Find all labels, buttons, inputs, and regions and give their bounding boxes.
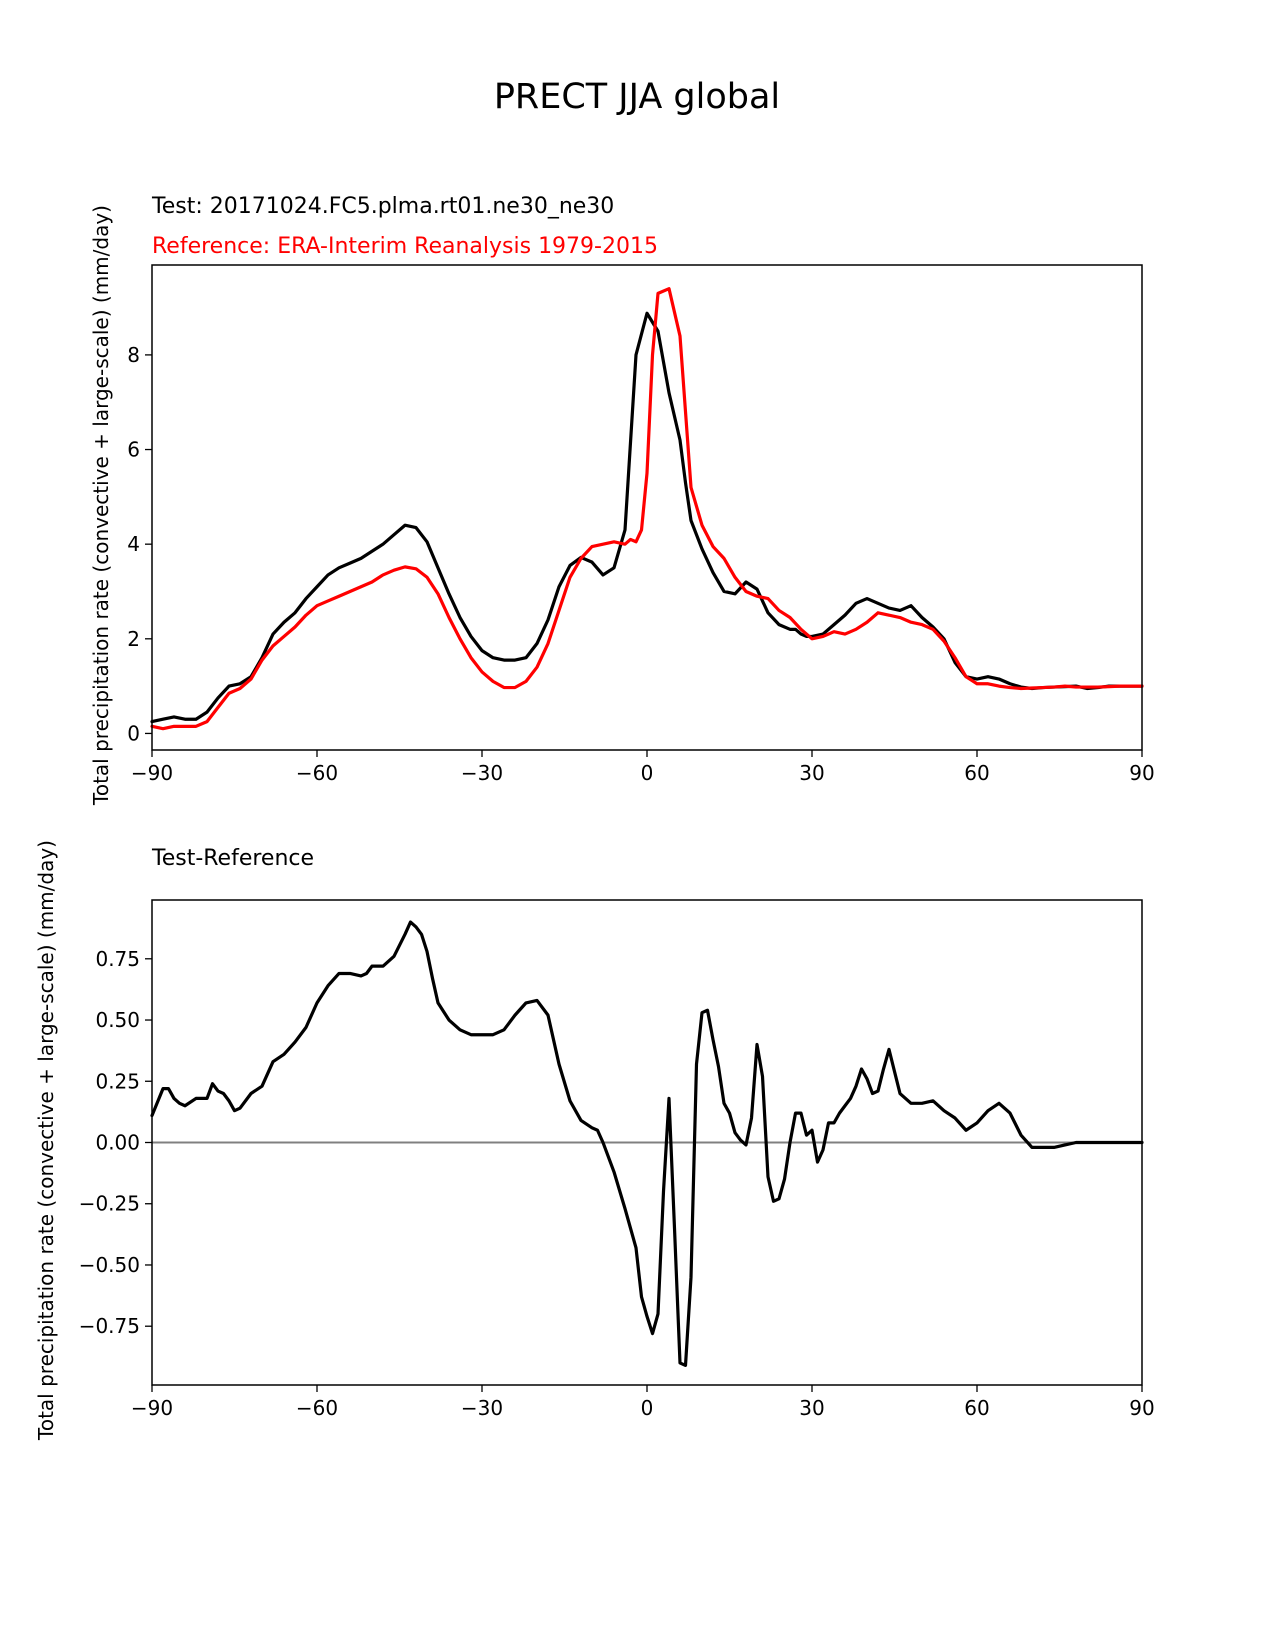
top-series-reference	[150, 287, 1144, 731]
bottom-panel: Test-Reference Total precipitation rate …	[34, 840, 1155, 1441]
top-axis-ticks: −90 −60 −30 0 30 60 90 0 2 4 6 8	[127, 343, 1154, 785]
bottom-data-lines	[150, 920, 1144, 1368]
top-xtick-label: −30	[461, 761, 503, 785]
top-ytick-label: 4	[127, 532, 140, 556]
diff-title: Test-Reference	[151, 846, 314, 871]
bottom-ytick-label: 0.50	[95, 1008, 140, 1032]
top-ytick-label: 6	[127, 438, 140, 462]
top-data-lines	[150, 287, 1144, 731]
top-y-axis-label: Total precipitation rate (convective + l…	[89, 205, 113, 806]
bottom-ytick-label: −0.50	[79, 1253, 140, 1277]
bottom-xtick-label: −90	[131, 1396, 173, 1420]
top-panel: Test: 20171024.FC5.plma.rt01.ne30_ne30 R…	[89, 194, 1155, 806]
bottom-plot-frame	[151, 899, 1143, 1386]
bottom-ytick-label: −0.25	[79, 1192, 140, 1216]
bottom-xtick-label: −30	[461, 1396, 503, 1420]
bottom-xtick-label: 30	[799, 1396, 824, 1420]
bottom-ytick-label: 0.25	[95, 1069, 140, 1093]
top-xtick-label: 60	[964, 761, 989, 785]
top-xtick-label: −90	[131, 761, 173, 785]
top-ytick-label: 8	[127, 343, 140, 367]
bottom-ytick-label: −0.75	[79, 1314, 140, 1338]
bottom-ytick-label: 0.75	[95, 947, 140, 971]
top-xtick-label: 0	[641, 761, 654, 785]
bottom-xtick-label: 60	[964, 1396, 989, 1420]
top-xtick-label: −60	[296, 761, 338, 785]
top-ytick-label: 2	[127, 627, 140, 651]
top-xtick-label: 90	[1129, 761, 1154, 785]
top-series-test	[150, 311, 1144, 724]
bottom-xtick-label: 90	[1129, 1396, 1154, 1420]
bottom-xtick-label: −60	[296, 1396, 338, 1420]
bottom-xtick-label: 0	[641, 1396, 654, 1420]
top-ytick-label: 0	[127, 721, 140, 745]
reference-label: Reference: ERA-Interim Reanalysis 1979-2…	[152, 234, 658, 259]
bottom-ytick-label: 0.00	[95, 1131, 140, 1155]
top-xtick-label: 30	[799, 761, 824, 785]
bottom-y-axis-label: Total precipitation rate (convective + l…	[34, 840, 58, 1441]
top-plot-frame	[151, 264, 1143, 751]
bottom-series-test-reference	[150, 920, 1144, 1368]
figure-title: PRECT JJA global	[494, 77, 780, 117]
bottom-axis-ticks: −90 −60 −30 0 30 60 90 0.75 0.50 0.25 0.00 −0.25 −0.…	[79, 947, 1155, 1420]
test-label: Test: 20171024.FC5.plma.rt01.ne30_ne30	[151, 194, 614, 219]
